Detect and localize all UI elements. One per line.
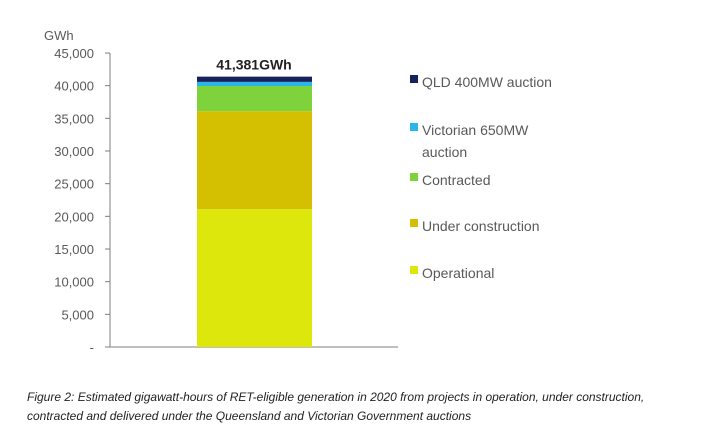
chart: GWh - 5,000 10,000 15,000 20,000 25,000 30,000… [44,28,552,355]
bar-segment-operational [197,209,312,347]
bar-segment-contracted [197,85,312,112]
total-label: 41,381GWh [216,57,291,73]
bar-segment-under-construction [197,111,312,210]
bar-segment-qld-400mw-auction [197,76,312,82]
legend-label: auction [422,144,467,160]
bar-segment-victorian-650mw-auction [197,81,312,86]
legend-swatch [410,219,418,227]
y-tick-label: 20,000 [54,209,94,224]
y-tick-label: 40,000 [54,79,94,94]
figure-caption: Figure 2: Estimated gigawatt-hours of RE… [27,390,645,423]
y-axis: - 5,000 10,000 15,000 20,000 25,000 30,000 35,0… [54,46,398,355]
legend-label: Victorian 650MW [422,122,529,138]
stacked-bar [197,76,312,347]
legend-label: QLD 400MW auction [422,74,552,90]
y-tick-label: 35,000 [54,111,94,126]
legend-label: Under construction [422,218,540,234]
y-tick-label: 15,000 [54,242,94,257]
y-tick-label: 5,000 [61,307,94,322]
y-tick-label: 30,000 [54,144,94,159]
y-tick-label: 10,000 [54,275,94,290]
y-axis-unit: GWh [44,28,74,43]
y-tick-label: 25,000 [54,177,94,192]
legend-swatch [410,266,418,274]
legend-swatch [410,123,418,131]
y-tick-label: - [90,340,94,355]
legend-label: Operational [422,265,494,281]
legend-label: Contracted [422,172,490,188]
legend: QLD 400MW auction Victorian 650MW auction C… [410,74,552,281]
legend-swatch [410,75,418,83]
legend-swatch [410,173,418,181]
y-tick-label: 45,000 [54,46,94,61]
